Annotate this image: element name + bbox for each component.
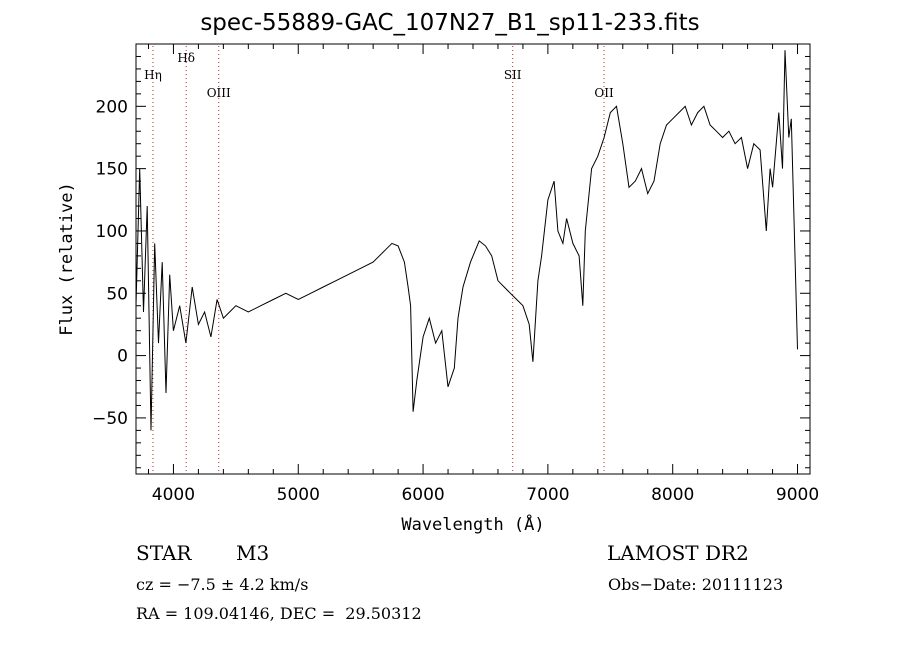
line-marker-label: SII [504, 68, 522, 82]
coordinates: RA = 109.04146, DEC = 29.50312 [136, 604, 422, 623]
x-tick-label: 6000 [401, 485, 444, 505]
y-tick-label: 200 [96, 97, 128, 117]
line-marker-label: Hδ [177, 51, 195, 65]
y-tick-label: 100 [96, 222, 128, 242]
y-tick-label: −50 [92, 409, 128, 429]
x-tick-label: 5000 [277, 485, 320, 505]
object-class: STAR [136, 541, 192, 565]
line-marker-label: OII [594, 86, 614, 100]
axis-ticks [136, 43, 810, 474]
spectrum-line [135, 50, 798, 431]
line-marker-label: OIII [207, 86, 231, 100]
axis-tick-labels: 4000 5000 6000 7000 8000 9000 −50 0 50 100 150 200 [92, 97, 819, 505]
chart-title: spec-55889-GAC_107N27_B1_sp11-233.fits [200, 10, 700, 36]
x-tick-label: 8000 [651, 485, 694, 505]
survey-name: LAMOST DR2 [607, 541, 749, 565]
y-tick-label: 150 [96, 160, 128, 180]
y-axis-label: Flux (relative) [57, 182, 77, 336]
plot-frame [135, 43, 811, 475]
x-tick-label: 7000 [526, 485, 569, 505]
y-tick-label: 0 [117, 347, 128, 367]
object-subclass: M3 [236, 541, 270, 565]
line-marker-label: Hη [144, 68, 162, 82]
y-tick-label: 50 [106, 284, 128, 304]
x-tick-label: 4000 [152, 485, 195, 505]
x-axis-label: Wavelength (Å) [401, 513, 544, 535]
observation-date: Obs−Date: 20111123 [608, 575, 784, 594]
x-tick-label: 9000 [776, 485, 819, 505]
redshift-velocity: cz = −7.5 ± 4.2 km/s [136, 575, 309, 594]
line-markers: Hη Hδ OIII SII OII [144, 46, 614, 474]
